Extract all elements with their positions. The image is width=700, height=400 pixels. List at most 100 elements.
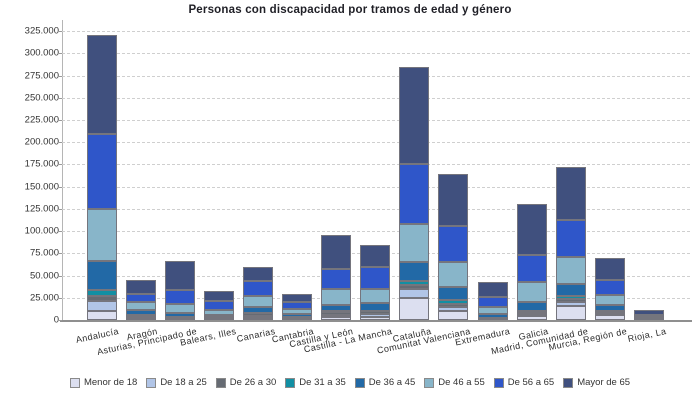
legend-item[interactable]: De 18 a 25 bbox=[146, 377, 207, 388]
bar-segment[interactable] bbox=[164, 304, 195, 313]
bar-12 bbox=[516, 20, 547, 320]
bar-segment[interactable] bbox=[203, 310, 234, 316]
bar-segment[interactable] bbox=[86, 295, 117, 301]
bar-segment[interactable] bbox=[555, 284, 586, 296]
bar-segment[interactable] bbox=[399, 163, 430, 224]
bar-segment[interactable] bbox=[594, 312, 625, 316]
bar-segment[interactable] bbox=[125, 279, 156, 294]
bar-segment[interactable] bbox=[594, 294, 625, 305]
bar-segment[interactable] bbox=[203, 290, 234, 301]
bar-segment[interactable] bbox=[399, 261, 430, 281]
bar-segment[interactable] bbox=[555, 302, 586, 306]
bar-segment[interactable] bbox=[86, 310, 117, 320]
bar-segment[interactable] bbox=[321, 269, 352, 290]
bar-segment[interactable] bbox=[282, 314, 312, 317]
bar-segment[interactable] bbox=[516, 203, 547, 255]
bar-segment[interactable] bbox=[516, 313, 547, 316]
bar-segment[interactable] bbox=[399, 67, 430, 164]
bar-segment[interactable] bbox=[282, 302, 312, 309]
bar-segment[interactable] bbox=[242, 267, 273, 281]
legend-item[interactable]: Menor de 18 bbox=[69, 377, 137, 388]
bar-segment[interactable] bbox=[86, 209, 117, 261]
bar-segment[interactable] bbox=[399, 284, 430, 290]
bar-segment[interactable] bbox=[438, 310, 469, 320]
bar-segment[interactable] bbox=[360, 314, 391, 317]
legend-item[interactable]: De 31 a 35 bbox=[285, 377, 346, 388]
bar-segment[interactable] bbox=[399, 289, 430, 299]
bar-segment[interactable] bbox=[242, 295, 273, 307]
bar-segment[interactable] bbox=[555, 295, 586, 300]
bar-segment[interactable] bbox=[477, 313, 508, 318]
bar-segment[interactable] bbox=[164, 261, 195, 291]
bar-segment[interactable] bbox=[477, 297, 508, 308]
bar-segment[interactable] bbox=[321, 304, 352, 312]
bar-segment[interactable] bbox=[242, 280, 273, 296]
bar-segment[interactable] bbox=[555, 219, 586, 258]
bar-segment[interactable] bbox=[282, 308, 312, 315]
gridline bbox=[62, 208, 690, 210]
bar-segment[interactable] bbox=[321, 289, 352, 305]
bar-segment[interactable] bbox=[633, 314, 664, 318]
bar-segment[interactable] bbox=[516, 302, 547, 312]
bar-segment[interactable] bbox=[438, 287, 469, 301]
bar-segment[interactable] bbox=[477, 281, 508, 297]
bar-segment[interactable] bbox=[360, 303, 391, 311]
bar-segment[interactable] bbox=[321, 312, 352, 315]
bar-segment[interactable] bbox=[203, 300, 234, 311]
bar-segment[interactable] bbox=[164, 312, 195, 317]
bar-segment[interactable] bbox=[633, 310, 664, 315]
bar-segment[interactable] bbox=[477, 307, 508, 314]
legend-swatch-icon bbox=[215, 377, 226, 388]
bar-segment[interactable] bbox=[125, 302, 156, 311]
bar-segment[interactable] bbox=[594, 280, 625, 295]
bar-segment[interactable] bbox=[242, 306, 273, 313]
legend-item[interactable]: De 26 a 30 bbox=[215, 377, 276, 388]
bar-segment[interactable] bbox=[516, 315, 547, 320]
bar-segment[interactable] bbox=[203, 315, 234, 318]
x-axis-label: Andalucía bbox=[74, 326, 120, 345]
bar-segment[interactable] bbox=[282, 294, 312, 303]
bar-segment[interactable] bbox=[438, 303, 469, 307]
bar-segment[interactable] bbox=[86, 289, 117, 296]
bar-segment[interactable] bbox=[516, 254, 547, 283]
bar-segment[interactable] bbox=[321, 317, 352, 320]
bar-segment[interactable] bbox=[594, 315, 625, 320]
bar-segment[interactable] bbox=[594, 304, 625, 311]
bar-segment[interactable] bbox=[86, 35, 117, 134]
bar-segment[interactable] bbox=[399, 224, 430, 262]
bar-segment[interactable] bbox=[242, 315, 273, 318]
bar-segment[interactable] bbox=[438, 173, 469, 226]
legend-item[interactable]: De 46 a 55 bbox=[424, 377, 485, 388]
bar-segment[interactable] bbox=[555, 257, 586, 285]
legend-item[interactable]: De 36 a 45 bbox=[354, 377, 415, 388]
bar-segment[interactable] bbox=[438, 262, 469, 288]
bar-segment[interactable] bbox=[438, 306, 469, 311]
bar-segment[interactable] bbox=[86, 260, 117, 290]
bar-segment[interactable] bbox=[360, 245, 391, 268]
bar-segment[interactable] bbox=[438, 225, 469, 263]
bar-segment[interactable] bbox=[555, 167, 586, 220]
bar-segment[interactable] bbox=[86, 133, 117, 209]
bar-segment[interactable] bbox=[125, 315, 156, 318]
bar-segment[interactable] bbox=[360, 289, 391, 304]
bar-segment[interactable] bbox=[360, 311, 391, 315]
bar-segment[interactable] bbox=[516, 282, 547, 303]
bar-segment[interactable] bbox=[125, 293, 156, 303]
bar-segment[interactable] bbox=[164, 290, 195, 305]
bar-segment[interactable] bbox=[125, 310, 156, 315]
bar-segment[interactable] bbox=[399, 298, 430, 320]
bar-segment[interactable] bbox=[242, 317, 273, 320]
bar-segment[interactable] bbox=[555, 305, 586, 320]
bar-segment[interactable] bbox=[321, 314, 352, 318]
bar-segment[interactable] bbox=[594, 258, 625, 281]
legend-item[interactable]: De 56 a 65 bbox=[493, 377, 554, 388]
legend-item[interactable]: Mayor de 65 bbox=[563, 377, 630, 388]
bar-segment[interactable] bbox=[399, 280, 430, 285]
bar-segment[interactable] bbox=[360, 267, 391, 290]
bar-segment[interactable] bbox=[360, 316, 391, 320]
bar-segment[interactable] bbox=[86, 300, 117, 311]
bar-segment[interactable] bbox=[242, 313, 273, 316]
bar-segment[interactable] bbox=[438, 300, 469, 304]
bar-segment[interactable] bbox=[321, 235, 352, 270]
bar-segment[interactable] bbox=[555, 299, 586, 303]
